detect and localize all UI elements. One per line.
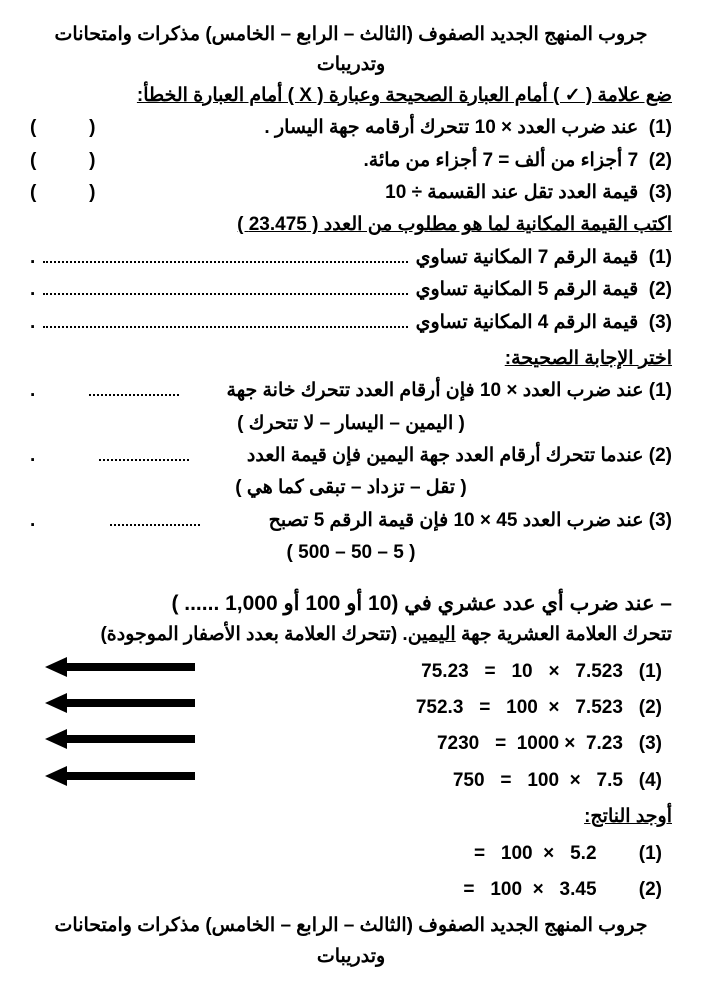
calc-num-2: (2)	[639, 697, 662, 718]
pv-blank-1[interactable]	[43, 260, 407, 263]
find-row-2: = 100 × 3.45 (2)	[30, 875, 672, 905]
calc-row-4: 750 = 100 × 7.5 (4)	[30, 766, 672, 796]
page-footer: جروب المنهج الجديد الصفوف (الثالث – الرا…	[30, 911, 672, 972]
mc-row-1: (1) عند ضرب العدد × 10 فإن أرقام العدد ت…	[30, 376, 672, 406]
mc-num-3: (3)	[649, 510, 672, 531]
arrow-icon	[45, 693, 195, 713]
calc-num-1: (1)	[639, 661, 662, 682]
dot: .	[30, 308, 35, 338]
find-title: أوجد الناتج:	[30, 802, 672, 832]
rule-line2c: . (تتحرك العلامة بعدد الأصفار الموجودة)	[100, 624, 407, 645]
pv-text-3: قيمة الرقم 4 المكانية تساوي	[416, 312, 639, 333]
calc-row-3: 7230 = 1000 × 7.23 (3)	[30, 729, 672, 759]
rule-line2a: تتحرك العلامة العشرية جهة	[456, 624, 672, 645]
arrow-icon	[45, 729, 195, 749]
tf-num-3: (3)	[649, 182, 672, 203]
mc-row-3: (3) عند ضرب العدد 45 × 10 فإن قيمة الرقم…	[30, 506, 672, 536]
pv-row-2: (2) قيمة الرقم 5 المكانية تساوي .	[30, 275, 672, 305]
instruction-true-false: ضع علامة ( ✓ ) أمام العبارة الصحيحة وعبا…	[30, 81, 672, 111]
pv-row-3: (3) قيمة الرقم 4 المكانية تساوي .	[30, 308, 672, 338]
calc-expr-2: 752.3 = 100 × 7.523	[416, 697, 623, 718]
mc-blank-2[interactable]	[99, 458, 189, 461]
find-expr-2: = 100 × 3.45	[463, 879, 596, 900]
mc-blank-3[interactable]	[110, 523, 200, 526]
mc-text-2: عندما تتحرك أرقام العدد جهة اليمين فإن ق…	[247, 445, 644, 466]
mc-text-1: عند ضرب العدد × 10 فإن أرقام العدد تتحرك…	[227, 380, 644, 401]
calc-expr-4: 750 = 100 × 7.5	[453, 770, 623, 791]
pv-blank-3[interactable]	[43, 325, 407, 328]
tf-answer-2[interactable]: ( )	[30, 146, 95, 176]
rule-line2: تتحرك العلامة العشرية جهة اليمين. (تتحرك…	[30, 620, 672, 650]
tf-num-1: (1)	[649, 117, 672, 138]
tf-row-2: (2) 7 أجزاء من ألف = 7 أجزاء من مائة. ( …	[30, 146, 672, 176]
mc-opts-1: ( اليمين – اليسار – لا تتحرك )	[30, 409, 672, 439]
pv-blank-2[interactable]	[43, 292, 407, 295]
mc-text-3: عند ضرب العدد 45 × 10 فإن قيمة الرقم 5 ت…	[269, 510, 644, 531]
mc-opts-3: ( 5 – 50 – 500 )	[30, 538, 672, 568]
tf-answer-3[interactable]: ( )	[30, 178, 95, 208]
pv-row-1: (1) قيمة الرقم 7 المكانية تساوي .	[30, 243, 672, 273]
dot: .	[30, 441, 41, 471]
rule-line1: – عند ضرب أي عدد عشري في (10 أو 100 أو 1…	[30, 587, 672, 621]
pv-text-1: قيمة الرقم 7 المكانية تساوي	[416, 247, 639, 268]
calc-row-2: 752.3 = 100 × 7.523 (2)	[30, 693, 672, 723]
find-num-1: (1)	[639, 843, 662, 864]
calc-num-3: (3)	[639, 733, 662, 754]
place-value-title: اكتب القيمة المكانية لما هو مطلوب من الع…	[30, 210, 672, 240]
mc-opts-2: ( تقل – تزداد – تبقى كما هي )	[30, 473, 672, 503]
calc-expr-3: 7230 = 1000 × 7.23	[437, 733, 623, 754]
dot: .	[30, 376, 41, 406]
pv-num-1: (1)	[649, 247, 672, 268]
find-expr-1: = 100 × 5.2	[474, 843, 597, 864]
page-header: جروب المنهج الجديد الصفوف (الثالث – الرا…	[30, 20, 672, 81]
arrow-icon	[45, 766, 195, 786]
tf-row-1: (1) عند ضرب العدد × 10 تتحرك أرقامه جهة …	[30, 113, 672, 143]
tf-answer-1[interactable]: ( )	[30, 113, 95, 143]
pv-num-3: (3)	[649, 312, 672, 333]
calc-row-1: 75.23 = 10 × 7.523 (1)	[30, 657, 672, 687]
dot: .	[30, 506, 41, 536]
mc-num-2: (2)	[649, 445, 672, 466]
pv-text-2: قيمة الرقم 5 المكانية تساوي	[416, 279, 639, 300]
dot: .	[30, 275, 35, 305]
tf-text-2: 7 أجزاء من ألف = 7 أجزاء من مائة.	[364, 150, 639, 171]
mc-row-2: (2) عندما تتحرك أرقام العدد جهة اليمين ف…	[30, 441, 672, 471]
tf-num-2: (2)	[649, 150, 672, 171]
mc-title: اختر الإجابة الصحيحة:	[30, 344, 672, 374]
arrow-icon	[45, 657, 195, 677]
calc-num-4: (4)	[639, 770, 662, 791]
find-row-1: = 100 × 5.2 (1)	[30, 839, 672, 869]
dot: .	[30, 243, 35, 273]
tf-row-3: (3) قيمة العدد تقل عند القسمة ÷ 10 ( )	[30, 178, 672, 208]
tf-text-1: عند ضرب العدد × 10 تتحرك أرقامه جهة اليس…	[264, 117, 638, 138]
rule-line2b: اليمين	[408, 624, 456, 645]
tf-text-3: قيمة العدد تقل عند القسمة ÷ 10	[385, 182, 638, 203]
mc-num-1: (1)	[649, 380, 672, 401]
mc-blank-1[interactable]	[89, 393, 179, 396]
find-num-2: (2)	[639, 879, 662, 900]
pv-num-2: (2)	[649, 279, 672, 300]
calc-expr-1: 75.23 = 10 × 7.523	[421, 661, 623, 682]
